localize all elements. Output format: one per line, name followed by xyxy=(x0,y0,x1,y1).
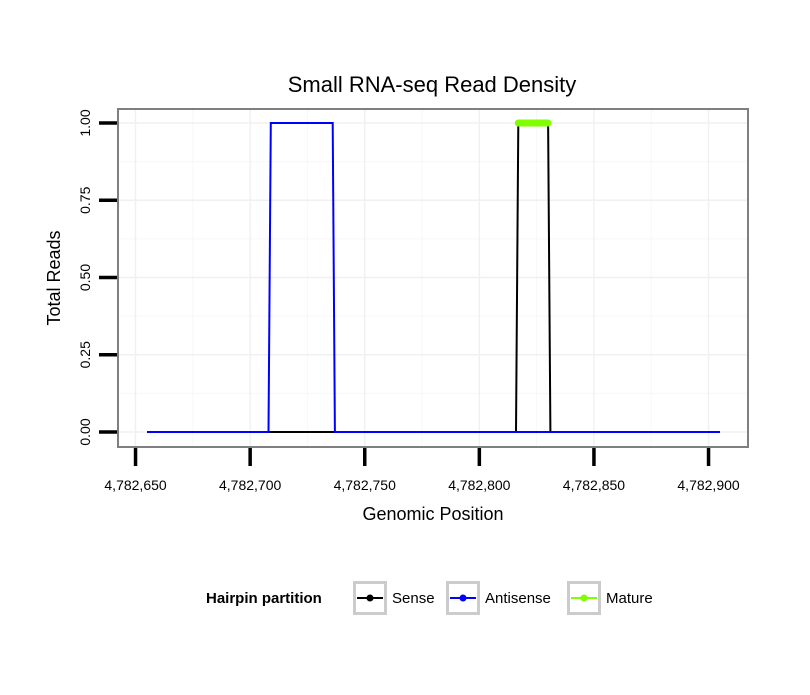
plot-border xyxy=(117,108,749,448)
x-tick-label-3: 4,782,800 xyxy=(448,477,510,493)
legend-label-mature: Mature xyxy=(606,590,653,607)
legend-key-sense xyxy=(353,581,387,615)
plot-area xyxy=(117,108,749,448)
legend-label-sense: Sense xyxy=(392,590,435,607)
legend-key-mature xyxy=(567,581,601,615)
x-tick-label-5: 4,782,900 xyxy=(677,477,739,493)
x-tick-label-1: 4,782,700 xyxy=(219,477,281,493)
legend-key-dot-2 xyxy=(580,594,588,602)
x-axis-title: Genomic Position xyxy=(362,504,503,524)
y-tick-label-0: 0.00 xyxy=(77,418,93,445)
y-tick-label-3: 0.75 xyxy=(77,186,93,213)
y-axis: 0.00 0.25 0.50 0.75 1.00 xyxy=(77,109,117,446)
y-tick-label-4: 1.00 xyxy=(77,109,93,136)
y-axis-title: Total Reads xyxy=(44,230,64,325)
y-tick-label-2: 0.50 xyxy=(77,264,93,291)
legend-entries: Sense Antisense Mature xyxy=(353,581,653,615)
x-axis: 4,782,650 4,782,700 4,782,750 4,782,800 4,78… xyxy=(104,448,740,493)
x-tick-label-2: 4,782,750 xyxy=(334,477,396,493)
series-line-antisense xyxy=(147,122,720,433)
y-tick-label-1: 0.25 xyxy=(77,341,93,368)
legend-key-dot-1 xyxy=(459,594,467,602)
legend-key-antisense xyxy=(446,581,480,615)
legend-label-antisense: Antisense xyxy=(485,590,551,607)
legend-key-dot-0 xyxy=(366,594,374,602)
chart-title: Small RNA-seq Read Density xyxy=(288,72,577,97)
legend: Hairpin partition Sense Antisense Mature xyxy=(206,581,653,615)
x-tick-label-0: 4,782,650 xyxy=(104,477,166,493)
series-lines xyxy=(147,119,720,433)
x-tick-label-4: 4,782,850 xyxy=(563,477,625,493)
legend-title: Hairpin partition xyxy=(206,590,322,607)
